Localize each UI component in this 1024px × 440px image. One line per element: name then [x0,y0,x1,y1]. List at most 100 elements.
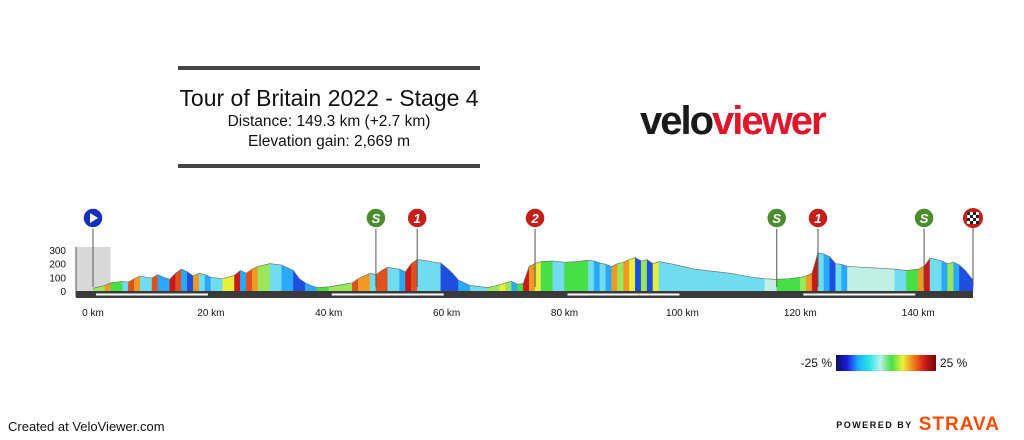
profile-segment [145,277,153,292]
y-tick-label: 0 [60,287,66,298]
distance-dash [803,293,916,296]
profile-segment [652,261,660,292]
profile-segment [811,252,819,292]
distance-dash [331,293,444,296]
checker-square [973,215,976,218]
profile-segment [593,260,601,292]
created-at-text: Created at VeloViewer.com [8,419,165,434]
profile-segment [293,269,300,292]
powered-by-strava: POWERED BY STRAVA [836,414,1000,436]
kom-cat1-label: 1 [814,211,821,226]
profile-segment [776,278,789,292]
x-tick-label: 80 km [551,308,578,319]
kom-cat1-marker [406,207,428,229]
profile-segment [393,268,400,292]
x-tick-label: 0 km [82,308,104,319]
profile-segment [251,266,259,292]
checker-square [973,218,976,221]
profile-segment [882,268,895,292]
profile-segment [411,259,418,292]
x-tick-label: 100 km [666,308,699,319]
profile-segment [941,260,948,292]
profile-segment [646,259,654,292]
checker-square [973,212,976,215]
profile-segment [870,267,884,292]
profile-segment [959,264,966,292]
profile-segment [694,268,707,292]
profile-segment [587,260,595,292]
profile-segment [428,260,436,292]
elevation-profile-chart: 300 200 100 0 0 km 20 km 40 km 60 km 80 km 100 km… [49,207,983,319]
powered-by-label: POWERED BY [836,420,913,430]
profile-segment [452,272,459,292]
profile-segment [369,272,377,292]
profile-segment [705,270,718,292]
profile-segment [234,270,241,292]
profile-segment [611,263,618,292]
profile-segment [800,275,807,292]
profile-segment [534,261,542,292]
gradient-legend-bar [836,355,936,371]
profile-segment [847,266,860,292]
distance-dash [567,293,680,296]
kom-cat1-label: 1 [414,211,421,226]
checker-square [970,215,973,218]
profile-segment [623,259,630,292]
gradient-legend-min: -25 % [800,356,832,370]
profile-segment [210,277,223,292]
distance-dash [95,293,208,296]
logo-part-viewer: viewer [712,99,827,143]
gradient-legend-max: 25 % [940,356,968,370]
sprint-label: S [372,211,381,226]
profile-segment [564,261,577,292]
distance-base-bar [76,291,973,298]
profile-segment [605,264,612,292]
profile-segment [635,257,642,292]
profile-segment [741,275,754,292]
profile-segment [198,272,206,292]
profile-segment [399,268,406,292]
checker-square [970,218,973,221]
profile-segment [923,257,931,292]
profile-segment [906,268,919,292]
profile-segment [829,256,836,292]
distance-text: Distance: 149.3 km (+2.7 km) [227,113,431,130]
checker-square [976,215,979,218]
profile-segment [670,263,683,292]
profile-segment [240,270,247,292]
profile-segment [788,277,801,292]
stage-title: Tour of Britain 2022 - Stage 4 [179,85,479,111]
profile-segment [682,266,695,292]
profile-segment [540,260,553,292]
profile-segment [629,257,636,292]
sprint-marker [765,207,788,229]
profile-segment [187,271,194,292]
profile-segment [122,281,129,292]
profile-segment [658,261,671,292]
checker-square [976,212,979,215]
profile-segment [841,264,848,292]
start-icon [90,213,98,223]
profile-segment [576,260,589,292]
y-tick-label: 300 [49,246,66,257]
top-rule [178,66,480,70]
profile-segment [617,262,624,292]
profile-segment [764,278,777,292]
profile-segment [381,266,388,292]
profile-segment [387,266,394,292]
checker-square [967,218,970,221]
profile-segment [446,267,453,292]
profile-segment [517,283,524,292]
sprint-label: S [920,211,929,226]
x-tick-label: 120 km [784,308,817,319]
profile-segment [817,252,825,292]
profile-segment [422,260,430,292]
strava-logo: STRAVA [918,414,1000,435]
checker-square [973,221,976,224]
kom-cat2-label: 2 [530,211,539,226]
profile-segment [894,268,907,292]
profile-segment [458,279,471,292]
profile-segment [717,271,730,292]
checker-square [970,212,973,215]
profile-segment [181,268,188,292]
